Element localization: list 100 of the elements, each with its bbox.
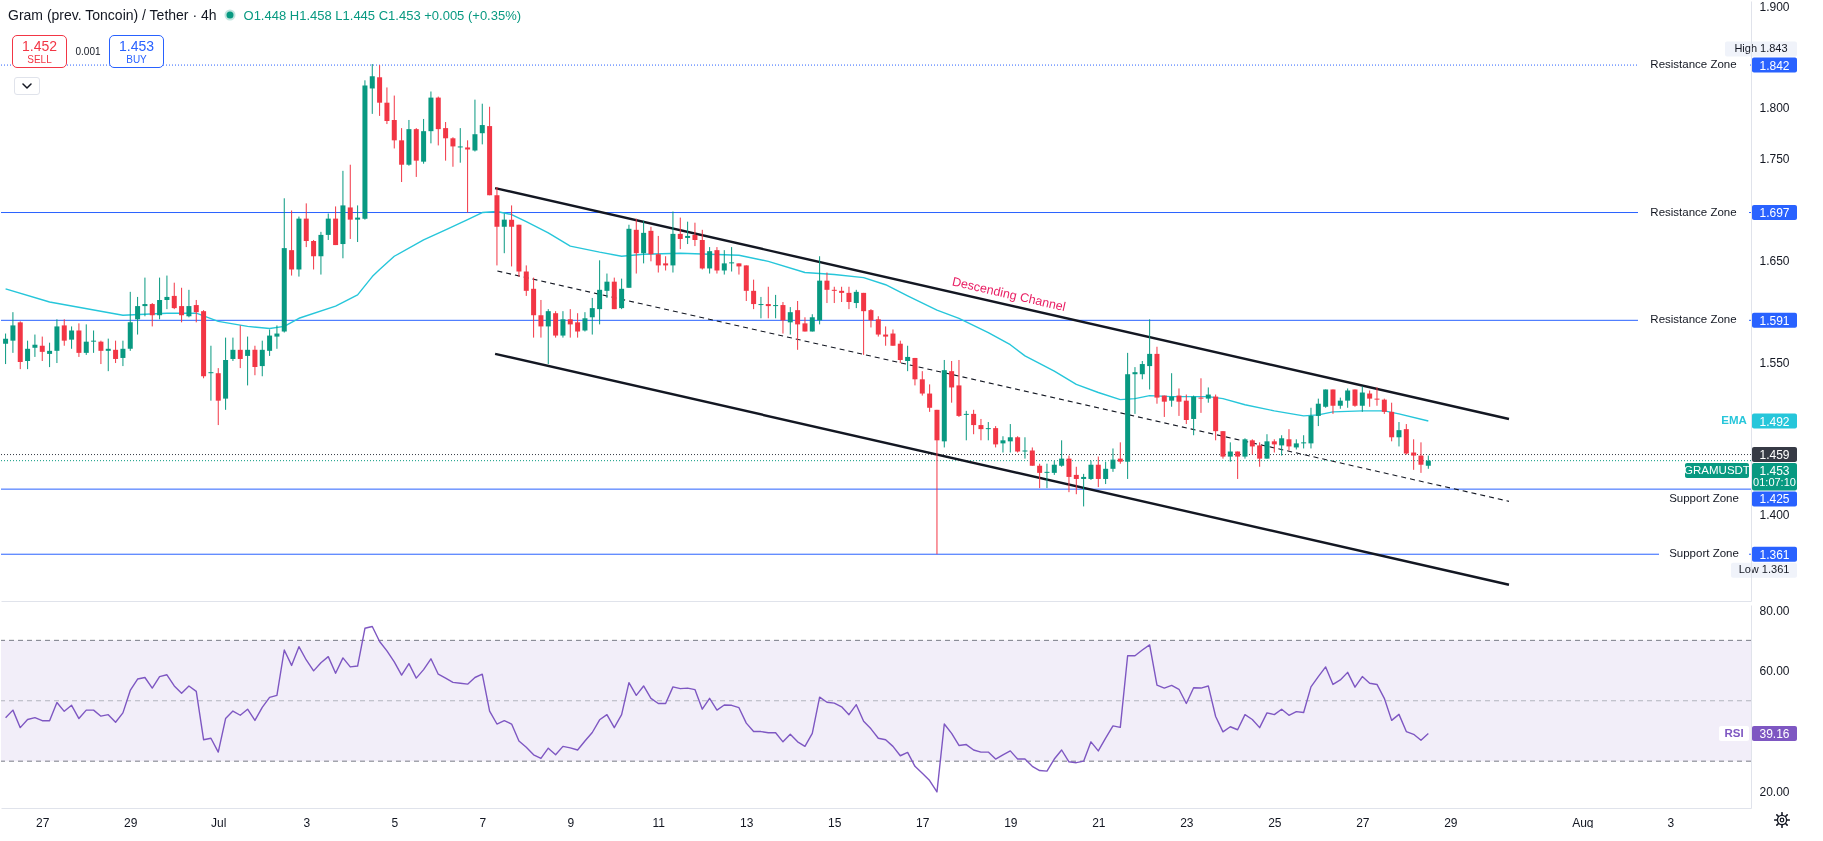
candlestick — [1418, 441, 1424, 474]
candlestick — [868, 308, 874, 328]
candlestick — [553, 310, 559, 339]
candlestick — [98, 340, 104, 365]
candlestick — [597, 259, 603, 325]
candlestick — [1176, 387, 1182, 417]
x-tick-label: 3 — [1667, 815, 1675, 830]
candlestick — [318, 231, 324, 276]
y-tick-label: 1.650 — [1759, 253, 1790, 268]
candlestick — [523, 264, 529, 297]
candlestick — [773, 294, 779, 319]
candlestick — [589, 297, 595, 336]
candlestick — [1279, 434, 1285, 457]
candlestick — [1095, 456, 1101, 488]
candlestick — [1037, 463, 1043, 489]
y-tick-label: 1.900 — [1759, 0, 1790, 14]
candlestick — [795, 300, 801, 351]
candlestick — [1183, 394, 1189, 425]
candlestick — [897, 340, 903, 364]
candlestick — [1132, 366, 1138, 415]
candlestick — [25, 340, 31, 370]
candlestick — [1359, 385, 1365, 413]
candlestick — [971, 409, 977, 435]
ref-line-label: Resistance Zone — [1650, 313, 1737, 326]
text: 1.453 — [1759, 463, 1790, 478]
candlestick — [714, 246, 720, 275]
y-tick-label: 80.00 — [1759, 603, 1790, 618]
candlestick — [171, 282, 177, 310]
candlestick — [993, 425, 999, 448]
candlestick — [677, 217, 683, 250]
candlestick — [311, 239, 317, 270]
candlestick — [465, 139, 471, 214]
candlestick — [1345, 387, 1351, 409]
candlestick — [32, 334, 38, 358]
candlestick — [648, 226, 654, 262]
candlestick — [157, 277, 163, 320]
candlestick — [560, 310, 566, 339]
candlestick — [633, 218, 639, 275]
ref-line-label: GRAMUSDT — [1684, 463, 1750, 476]
candlestick — [325, 213, 331, 241]
annotation: SELL — [26, 54, 53, 65]
candlestick — [641, 220, 647, 264]
candlestick — [3, 333, 9, 365]
candlestick — [457, 127, 463, 164]
candlestick — [179, 287, 185, 323]
y-tick-label: 60.00 — [1759, 664, 1790, 679]
annotation: 1.453 — [117, 38, 155, 54]
y-tick-label: 1.361 — [1759, 547, 1790, 562]
ref-line-label: Support Zone — [1669, 492, 1739, 505]
candlestick — [267, 328, 273, 357]
candlestick — [905, 345, 911, 372]
candlestick — [787, 306, 793, 336]
legend-label: RSI — [1724, 726, 1744, 739]
candlestick — [1242, 437, 1248, 460]
candlestick — [655, 235, 661, 274]
candlestick — [1374, 386, 1380, 407]
candlestick — [1396, 421, 1402, 447]
candlestick — [193, 299, 199, 323]
buy-button: 1.453 BUY — [109, 35, 164, 68]
candlestick — [1000, 435, 1006, 454]
legend-label: EMA — [1721, 414, 1747, 426]
x-tick-label: 29 — [124, 815, 138, 830]
x-tick-label: 25 — [1268, 815, 1282, 830]
candlestick — [164, 275, 170, 310]
candlestick — [289, 209, 295, 277]
annotation: O1.448 H1.458 L1.445 C1.453 +0.005 (+0.35%) — [243, 7, 522, 23]
candlestick — [509, 204, 515, 267]
candlestick — [707, 246, 713, 275]
x-tick-label: 5 — [391, 815, 399, 830]
candlestick — [1257, 441, 1263, 468]
candlestick — [927, 383, 933, 413]
candlestick — [1323, 388, 1329, 409]
candlestick — [978, 418, 984, 441]
y-tick-label: 1.550 — [1759, 355, 1790, 370]
candlestick — [450, 136, 456, 168]
ref-line-label: Support Zone — [1669, 547, 1739, 560]
line-series — [4, 625, 1430, 793]
candlestick — [912, 357, 918, 386]
candlestick — [208, 345, 214, 402]
candlestick — [831, 286, 837, 304]
candlestick — [472, 99, 478, 153]
candlestick — [10, 311, 16, 354]
candlestick — [1191, 395, 1197, 436]
candlestick — [985, 421, 991, 441]
candlestick — [780, 301, 786, 335]
candlestick — [501, 213, 507, 254]
candlestick — [538, 299, 544, 339]
candlestick — [186, 289, 192, 318]
candlestick — [47, 342, 53, 368]
candlestick — [135, 296, 141, 336]
candlestick — [1007, 423, 1013, 454]
candlestick — [949, 360, 955, 404]
candlestick — [604, 273, 610, 299]
x-tick-label: Jul — [211, 815, 227, 830]
candlestick — [619, 278, 625, 310]
candlestick — [369, 63, 375, 115]
x-tick-label: 23 — [1180, 815, 1194, 830]
candlestick — [567, 308, 573, 339]
candlestick — [1147, 318, 1153, 390]
candlestick — [76, 322, 82, 358]
